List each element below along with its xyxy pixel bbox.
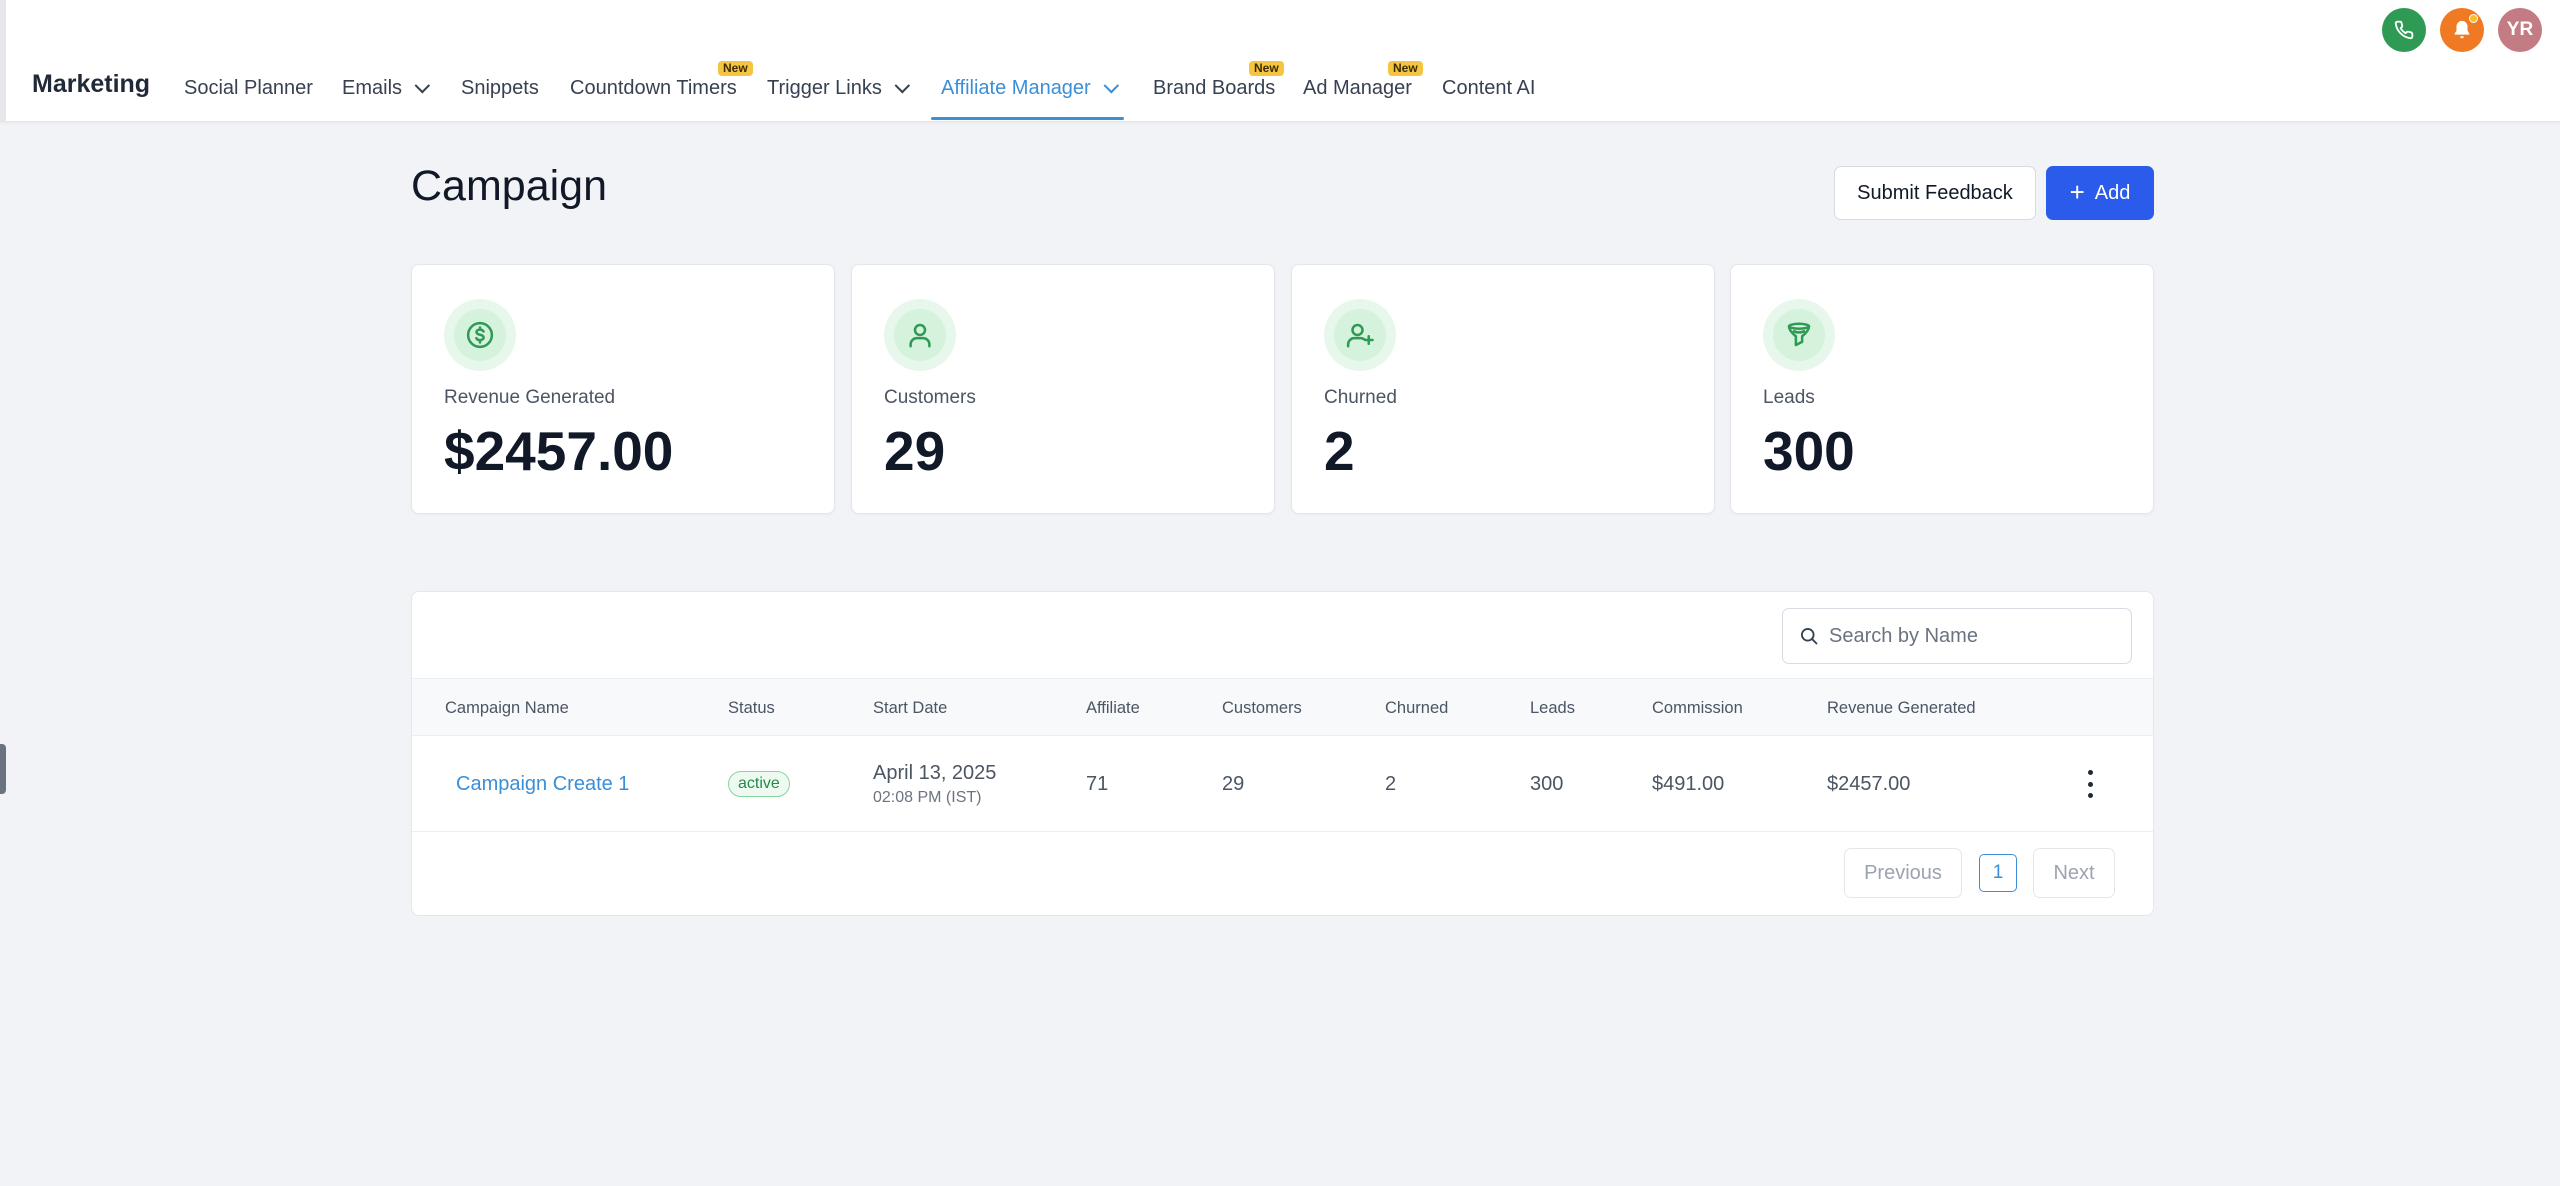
phone-button[interactable] (2382, 8, 2426, 52)
dollar-icon (444, 299, 516, 371)
status-badge: active (728, 771, 790, 797)
user-icon (884, 299, 956, 371)
page-title: Campaign (411, 162, 607, 210)
chevron-down-icon (894, 77, 910, 93)
leads-cell: 300 (1530, 772, 1564, 795)
revenue-cell: $2457.00 (1827, 772, 1911, 795)
previous-page-button[interactable]: Previous (1844, 848, 1962, 898)
search-input[interactable] (1829, 624, 2129, 648)
stat-value: $2457.00 (444, 420, 674, 482)
stat-card-leads: Leads 300 (1730, 264, 2154, 514)
top-navbar: Marketing Social Planner Emails Snippets… (0, 0, 2560, 122)
next-label: Next (2053, 861, 2095, 884)
submit-feedback-button[interactable]: Submit Feedback (1834, 166, 2036, 220)
start-time: 02:08 PM (IST) (873, 788, 982, 806)
affiliate-cell: 71 (1086, 772, 1109, 795)
new-badge: New (1388, 61, 1423, 76)
bell-icon (2454, 20, 2470, 39)
funnel-icon (1763, 299, 1835, 371)
nav-label: Emails (342, 76, 403, 99)
phone-icon (2394, 20, 2414, 40)
nav-label: Brand Boards (1153, 76, 1276, 99)
nav-content-ai[interactable]: Content AI (1442, 0, 1535, 122)
nav-label: Affiliate Manager (941, 76, 1091, 99)
page-number: 1 (1992, 862, 2004, 883)
commission-cell: $491.00 (1652, 772, 1725, 795)
avatar-initials: YR (2506, 19, 2534, 40)
stat-value: 29 (884, 420, 946, 482)
next-page-button[interactable]: Next (2033, 848, 2115, 898)
campaign-table-panel: Campaign Name Status Start Date Affiliat… (411, 591, 2154, 916)
nav-snippets[interactable]: Snippets (461, 0, 539, 122)
user-plus-icon (1324, 299, 1396, 371)
previous-label: Previous (1864, 861, 1942, 884)
start-date-cell: April 13, 2025 02:08 PM (IST) (873, 736, 996, 832)
campaign-name-link[interactable]: Campaign Create 1 (456, 772, 630, 795)
column-header[interactable]: Customers (1222, 698, 1302, 717)
nav-trigger-links[interactable]: Trigger Links (767, 0, 910, 122)
column-header[interactable]: Status (728, 698, 775, 717)
nav-label: Snippets (461, 76, 539, 99)
row-actions-menu-icon[interactable] (2080, 770, 2100, 798)
new-badge: New (718, 61, 753, 76)
page-number-button[interactable]: 1 (1979, 854, 2017, 892)
start-date: April 13, 2025 (873, 761, 997, 784)
nav-label: Trigger Links (767, 76, 882, 99)
nav-label: Ad Manager (1303, 76, 1412, 99)
new-badge: New (1249, 61, 1284, 76)
column-header[interactable]: Campaign Name (445, 698, 569, 717)
add-label: Add (2094, 181, 2131, 204)
table-header: Campaign Name Status Start Date Affiliat… (412, 678, 2153, 736)
notification-dot (2469, 14, 2478, 23)
chevron-down-icon (414, 77, 431, 93)
column-header[interactable]: Churned (1385, 698, 1449, 717)
chevron-down-icon (1103, 77, 1119, 93)
nav-label: Countdown Timers (570, 76, 737, 99)
nav-label: Social Planner (184, 76, 313, 99)
customers-cell: 29 (1222, 772, 1245, 795)
table-row[interactable]: Campaign Create 1 active April 13, 2025 … (412, 736, 2153, 832)
nav-affiliate-manager[interactable]: Affiliate Manager (931, 0, 1124, 122)
stat-card-customers: Customers 29 (851, 264, 1275, 514)
nav-brand-boards[interactable]: Brand Boards New (1153, 0, 1284, 122)
header-actions: YR (2382, 8, 2542, 52)
stat-label: Churned (1324, 387, 1397, 408)
add-button[interactable]: + Add (2046, 166, 2154, 220)
active-tab-indicator (931, 117, 1124, 120)
app-title: Marketing (32, 70, 151, 98)
nav-emails[interactable]: Emails (342, 0, 431, 122)
submit-feedback-label: Submit Feedback (1857, 181, 2013, 204)
search-box (1782, 608, 2132, 664)
column-header[interactable]: Commission (1652, 698, 1743, 717)
notifications-button[interactable] (2440, 8, 2484, 52)
stat-card-revenue: Revenue Generated $2457.00 (411, 264, 835, 514)
nav-label: Content AI (1442, 76, 1536, 99)
stat-label: Revenue Generated (444, 387, 616, 408)
nav-countdown-timers[interactable]: Countdown Timers New (570, 0, 753, 122)
stat-label: Leads (1763, 387, 1815, 408)
column-header[interactable]: Leads (1530, 698, 1575, 717)
status-cell: active (728, 736, 790, 832)
churned-cell: 2 (1385, 772, 1397, 795)
user-avatar[interactable]: YR (2498, 8, 2542, 52)
column-header[interactable]: Start Date (873, 698, 948, 717)
stat-value: 2 (1324, 420, 1355, 482)
nav-ad-manager[interactable]: Ad Manager New (1303, 0, 1423, 122)
search-icon (1801, 628, 1818, 645)
sidebar-toggle-handle[interactable] (0, 744, 6, 794)
stat-label: Customers (884, 387, 976, 408)
plus-icon: + (2069, 176, 2085, 207)
stat-value: 300 (1763, 420, 1855, 482)
nav-social-planner[interactable]: Social Planner (184, 0, 313, 122)
column-header[interactable]: Revenue Generated (1827, 698, 1976, 717)
stat-card-churned: Churned 2 (1291, 264, 1715, 514)
column-header[interactable]: Affiliate (1086, 698, 1140, 717)
